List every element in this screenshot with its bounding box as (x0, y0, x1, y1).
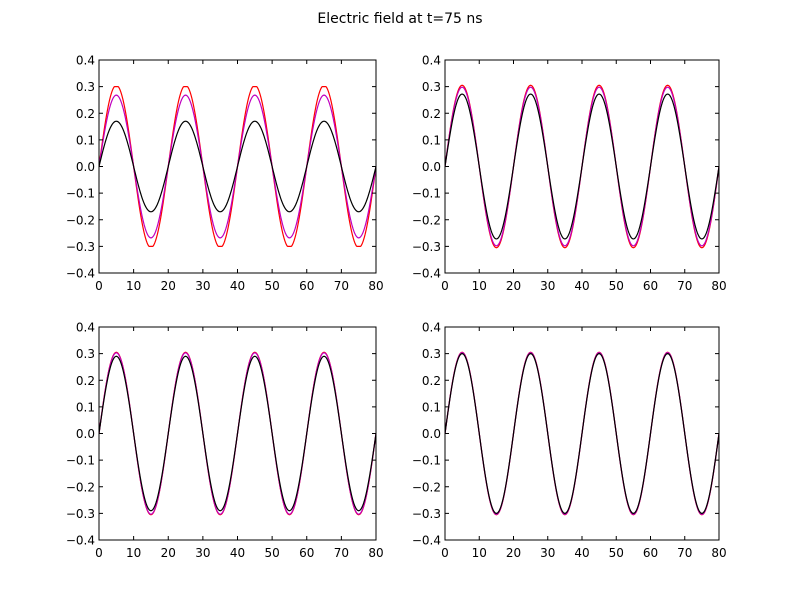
x-tick-label: 20 (506, 546, 521, 560)
x-tick-label: 10 (472, 546, 487, 560)
y-tick-label: −0.1 (412, 454, 441, 468)
x-tick-label: 70 (334, 546, 349, 560)
y-tick-label: 0.1 (422, 400, 441, 414)
y-tick-label: −0.4 (66, 534, 95, 548)
x-tick-label: 80 (711, 546, 726, 560)
x-tick-label: 10 (472, 279, 487, 293)
y-tick-label: 0.1 (76, 400, 95, 414)
x-tick-label: 30 (540, 279, 555, 293)
y-tick-label: −0.1 (412, 187, 441, 201)
x-tick-label: 60 (299, 279, 314, 293)
y-tick-label: 0.0 (422, 160, 441, 174)
x-tick-label: 40 (574, 546, 589, 560)
series-group (99, 351, 376, 516)
y-tick-label: −0.3 (66, 507, 95, 521)
x-tick-label: 70 (334, 279, 349, 293)
y-tick-label: −0.4 (412, 267, 441, 281)
series-group (99, 86, 376, 247)
y-tick-label: −0.2 (412, 213, 441, 227)
x-tick-label: 30 (540, 546, 555, 560)
y-tick-label: −0.2 (66, 480, 95, 494)
y-tick-label: 0.0 (76, 160, 95, 174)
y-tick-label: 0.0 (76, 427, 95, 441)
series-line-3 (99, 120, 376, 213)
y-tick-label: 0.3 (76, 347, 95, 361)
x-tick-label: 50 (264, 279, 279, 293)
x-tick-label: 80 (368, 546, 383, 560)
y-tick-label: 0.3 (422, 80, 441, 94)
y-tick-label: 0.2 (422, 107, 441, 121)
y-tick-label: 0.2 (76, 107, 95, 121)
x-tick-label: 0 (95, 546, 103, 560)
x-tick-label: 20 (161, 546, 176, 560)
y-tick-label: −0.4 (412, 534, 441, 548)
x-tick-label: 50 (609, 279, 624, 293)
series-line-3 (445, 93, 719, 240)
x-tick-label: 60 (643, 546, 658, 560)
x-tick-label: 40 (230, 279, 245, 293)
y-tick-label: 0.4 (76, 321, 95, 335)
x-tick-label: 80 (368, 279, 383, 293)
y-tick-label: 0.1 (422, 133, 441, 147)
y-tick-label: −0.2 (66, 213, 95, 227)
y-tick-label: 0.4 (422, 321, 441, 335)
x-tick-label: 30 (195, 546, 210, 560)
y-tick-label: −0.3 (412, 240, 441, 254)
series-group (445, 84, 719, 249)
x-tick-label: 20 (506, 279, 521, 293)
x-tick-label: 20 (161, 279, 176, 293)
subplot-4: 0 10 20 30 40 50 60 70 80 −0.4 −0.3 −0.2 −0.1 0.0 0.1 0… (412, 321, 727, 561)
y-tick-label: −0.3 (66, 240, 95, 254)
x-tick-label: 70 (677, 546, 692, 560)
y-tick-label: 0.0 (422, 427, 441, 441)
y-tick-label: −0.3 (412, 507, 441, 521)
series-line-3 (99, 355, 376, 512)
subplot-grid: 0 10 20 30 40 50 60 70 80 −0.4 −0.3 −0.2 −0.1 0.0 0.1 0… (66, 54, 727, 561)
y-tick-label: −0.4 (66, 267, 95, 281)
y-tick-label: 0.2 (76, 374, 95, 388)
y-tick-label: −0.2 (412, 480, 441, 494)
x-tick-label: 30 (195, 279, 210, 293)
y-tick-label: 0.2 (422, 374, 441, 388)
x-tick-label: 0 (441, 546, 449, 560)
x-tick-label: 10 (126, 546, 141, 560)
x-tick-label: 40 (574, 279, 589, 293)
figure-title: Electric field at t=75 ns (317, 11, 482, 27)
series-group (445, 351, 719, 516)
y-tick-label: 0.4 (422, 54, 441, 68)
y-tick-label: 0.3 (422, 347, 441, 361)
series-line-3 (445, 353, 719, 514)
subplot-2: 0 10 20 30 40 50 60 70 80 −0.4 −0.3 −0.2 −0.1 0.0 0.1 0… (412, 54, 727, 294)
y-tick-label: −0.1 (66, 187, 95, 201)
subplot-3: 0 10 20 30 40 50 60 70 80 −0.4 −0.3 −0.2 −0.1 0.0 0.1 0… (66, 321, 384, 561)
x-tick-label: 50 (264, 546, 279, 560)
x-tick-label: 80 (711, 279, 726, 293)
y-tick-label: 0.1 (76, 133, 95, 147)
x-tick-label: 40 (230, 546, 245, 560)
x-tick-label: 10 (126, 279, 141, 293)
x-tick-label: 50 (609, 546, 624, 560)
x-tick-label: 0 (441, 279, 449, 293)
y-tick-label: 0.4 (76, 54, 95, 68)
y-tick-label: −0.1 (66, 454, 95, 468)
x-tick-label: 0 (95, 279, 103, 293)
x-tick-label: 70 (677, 279, 692, 293)
y-tick-label: 0.3 (76, 80, 95, 94)
x-tick-label: 60 (299, 546, 314, 560)
x-tick-label: 60 (643, 279, 658, 293)
subplot-1: 0 10 20 30 40 50 60 70 80 −0.4 −0.3 −0.2 −0.1 0.0 0.1 0… (66, 54, 384, 294)
